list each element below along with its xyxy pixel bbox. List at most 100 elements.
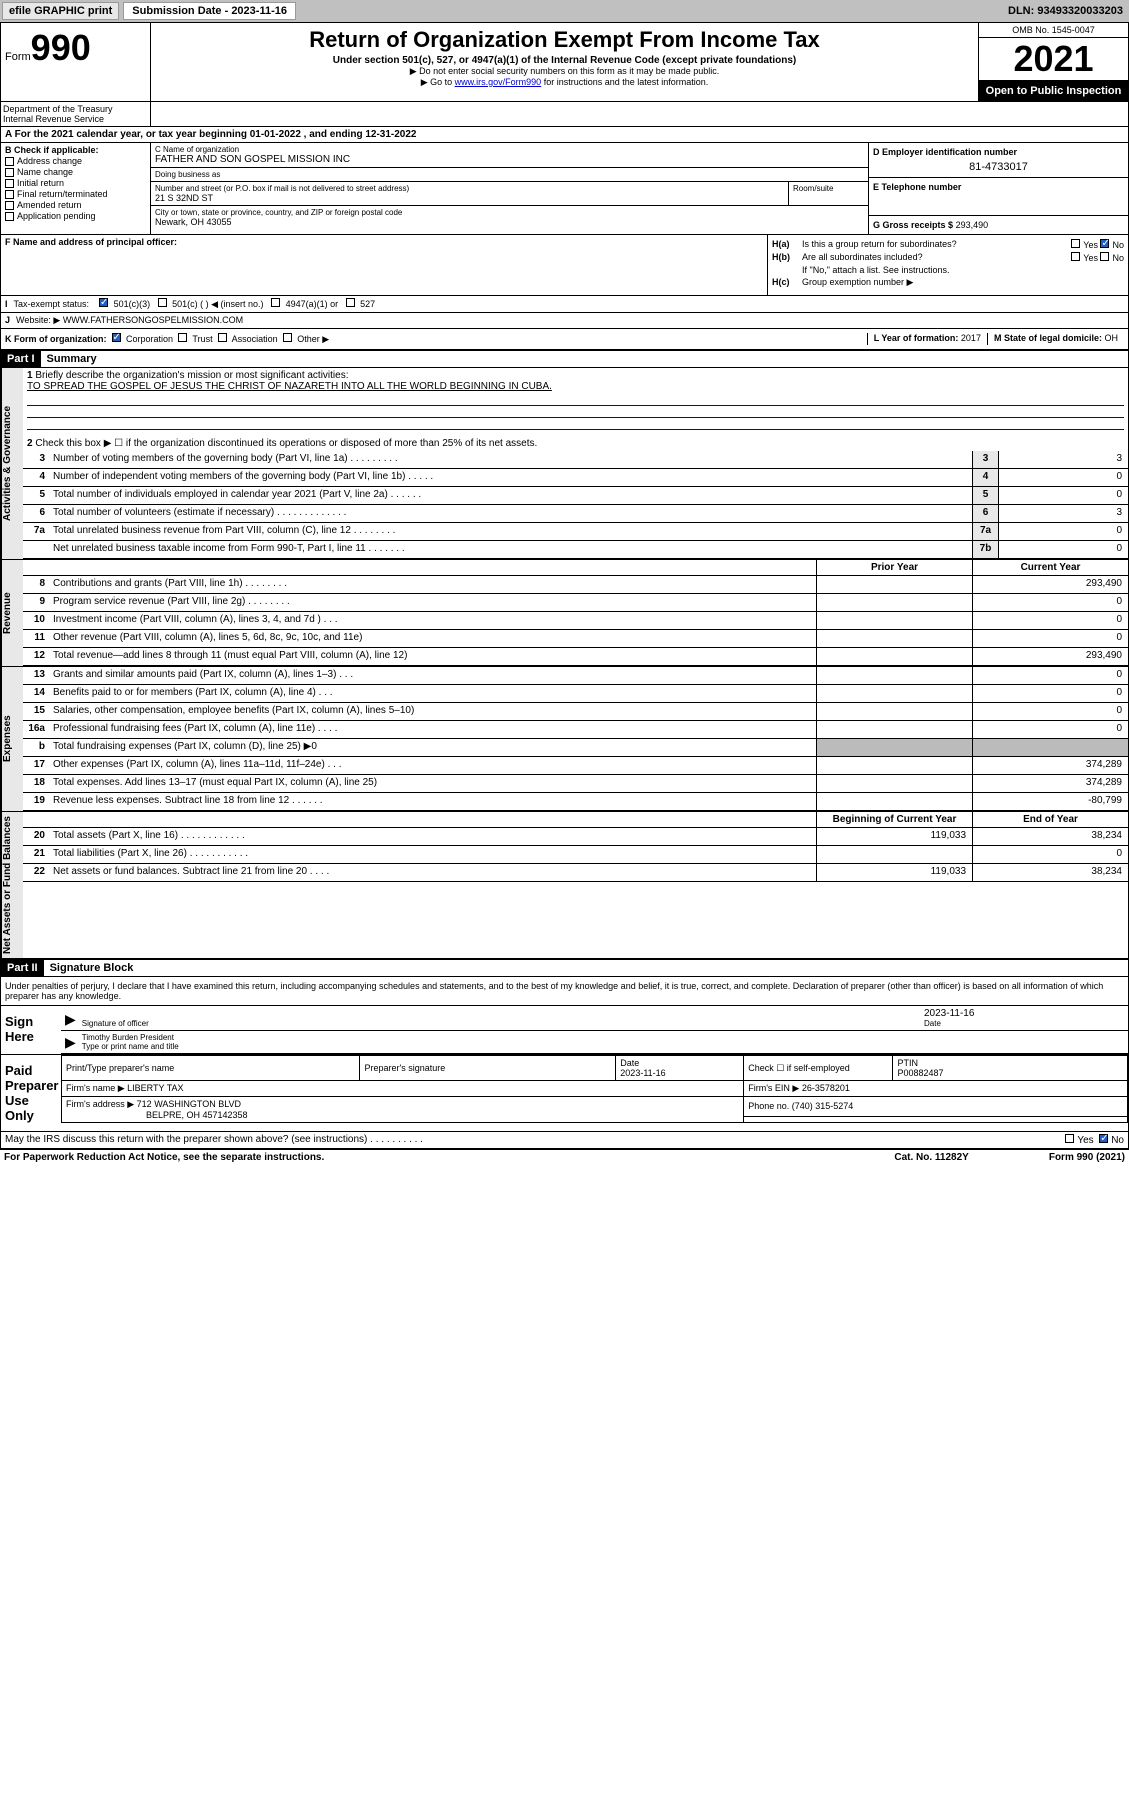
efile-button[interactable]: efile GRAPHIC print [2, 2, 119, 20]
discuss-yes-checkbox[interactable] [1065, 1134, 1074, 1143]
self-employed-check[interactable]: Check ☐ if self-employed [744, 1056, 893, 1081]
tax-year: 2021 [979, 38, 1128, 81]
hb-label: H(b) [772, 252, 802, 263]
ha-no-checkbox[interactable] [1100, 239, 1109, 248]
line-row: Net unrelated business taxable income fr… [23, 541, 1128, 559]
begin-year-header: Beginning of Current Year [816, 812, 972, 827]
revenue-section: Revenue Prior Year Current Year 8Contrib… [1, 559, 1128, 666]
form-subtitle: Under section 501(c), 527, or 4947(a)(1)… [159, 55, 970, 66]
sign-here: Sign Here ▶ Signature of officer 2023-11… [1, 1005, 1128, 1054]
rev-sidelabel: Revenue [1, 560, 23, 666]
omb-number: OMB No. 1545-0047 [979, 23, 1128, 38]
street-address: 21 S 32ND ST [155, 193, 784, 203]
corp-checkbox[interactable] [112, 333, 121, 342]
applicable-checkbox[interactable] [5, 212, 14, 221]
end-year-header: End of Year [972, 812, 1128, 827]
irs-link[interactable]: www.irs.gov/Form990 [455, 77, 542, 87]
sig-officer-label: Signature of officer [82, 1019, 924, 1028]
discuss-no-checkbox[interactable] [1099, 1134, 1108, 1143]
link-note: ▶ Go to www.irs.gov/Form990 for instruct… [159, 77, 970, 88]
inspection-badge: Open to Public Inspection [979, 81, 1128, 101]
line-row: bTotal fundraising expenses (Part IX, co… [23, 739, 1128, 757]
line-row: 17Other expenses (Part IX, column (A), l… [23, 757, 1128, 775]
section-k: K Form of organization: Corporation Trus… [1, 329, 1128, 351]
cat-no: Cat. No. 11282Y [894, 1152, 968, 1163]
line-row: 20Total assets (Part X, line 16) . . . .… [23, 828, 1128, 846]
addr-label: Number and street (or P.O. box if mail i… [155, 184, 784, 193]
section-fgh: F Name and address of principal officer:… [1, 235, 1128, 296]
receipts-value: 293,490 [956, 220, 989, 230]
527-checkbox[interactable] [346, 298, 355, 307]
form-990: Form 990 Return of Organization Exempt F… [0, 22, 1129, 1149]
arrow-icon: ▶ [65, 1011, 76, 1028]
dba-label: Doing business as [155, 170, 864, 179]
line-row: 15Salaries, other compensation, employee… [23, 703, 1128, 721]
checkbox-label: Final return/terminated [17, 189, 108, 199]
officer-label: F Name and address of principal officer: [5, 237, 763, 247]
applicable-checkbox[interactable] [5, 190, 14, 199]
line-row: 12Total revenue—add lines 8 through 11 (… [23, 648, 1128, 666]
ha-text: Is this a group return for subordinates? [802, 239, 1071, 250]
applicable-checkbox[interactable] [5, 201, 14, 210]
prior-year-header: Prior Year [816, 560, 972, 575]
hc-text: Group exemption number ▶ [802, 277, 1124, 288]
form-header: Form 990 Return of Organization Exempt F… [1, 23, 1128, 102]
section-i: I Tax-exempt status: 501(c)(3) 501(c) ( … [1, 296, 1128, 313]
hb-yes-checkbox[interactable] [1071, 252, 1080, 261]
checkbox-label: Address change [17, 156, 82, 166]
city-label: City or town, state or province, country… [155, 208, 864, 217]
activities-governance: Activities & Governance 1 Briefly descri… [1, 368, 1128, 559]
line-row: 19Revenue less expenses. Subtract line 1… [23, 793, 1128, 811]
ein-value: 81-4733017 [873, 161, 1124, 173]
other-checkbox[interactable] [283, 333, 292, 342]
website-label: Website: ▶ [16, 315, 60, 326]
discuss-row: May the IRS discuss this return with the… [1, 1131, 1128, 1148]
ha-yes-checkbox[interactable] [1071, 239, 1080, 248]
section-b-header: B Check if applicable: [5, 145, 146, 155]
line-row: 5Total number of individuals employed in… [23, 487, 1128, 505]
501c-checkbox[interactable] [158, 298, 167, 307]
line1-text: Briefly describe the organization's miss… [35, 370, 348, 381]
trust-checkbox[interactable] [178, 333, 187, 342]
hb-text: Are all subordinates included? [802, 252, 1071, 263]
form-title: Return of Organization Exempt From Incom… [159, 27, 970, 53]
form-ref: Form 990 (2021) [1049, 1152, 1125, 1163]
4947-checkbox[interactable] [271, 298, 280, 307]
line-row: 7aTotal unrelated business revenue from … [23, 523, 1128, 541]
line-row: 11Other revenue (Part VIII, column (A), … [23, 630, 1128, 648]
line-row: 16aProfessional fundraising fees (Part I… [23, 721, 1128, 739]
firm-city: BELPRE, OH 457142358 [66, 1110, 248, 1120]
501c3-checkbox[interactable] [99, 298, 108, 307]
line-row: 22Net assets or fund balances. Subtract … [23, 864, 1128, 882]
submission-date: Submission Date - 2023-11-16 [123, 2, 296, 20]
mission-statement: TO SPREAD THE GOSPEL OF JESUS THE CHRIST… [27, 381, 552, 392]
applicable-checkbox[interactable] [5, 179, 14, 188]
receipts-label: G Gross receipts $ [873, 220, 953, 230]
applicable-checkbox[interactable] [5, 157, 14, 166]
firm-address: 712 WASHINGTON BLVD [137, 1099, 241, 1109]
dln: DLN: 93493320033203 [1004, 3, 1127, 19]
net-sidelabel: Net Assets or Fund Balances [1, 812, 23, 958]
line-row: 6Total number of volunteers (estimate if… [23, 505, 1128, 523]
firm-ein: 26-3578201 [802, 1083, 850, 1093]
checkbox-label: Initial return [17, 178, 64, 188]
applicable-checkbox[interactable] [5, 168, 14, 177]
assoc-checkbox[interactable] [218, 333, 227, 342]
org-name-label: C Name of organization [155, 145, 864, 154]
hb-no-checkbox[interactable] [1100, 252, 1109, 261]
ein-label: D Employer identification number [873, 147, 1124, 157]
entity-info: B Check if applicable: Address changeNam… [1, 143, 1128, 235]
ssn-note: ▶ Do not enter social security numbers o… [159, 66, 970, 77]
room-suite-label: Room/suite [788, 182, 868, 205]
line-row: 8Contributions and grants (Part VIII, li… [23, 576, 1128, 594]
exp-sidelabel: Expenses [1, 667, 23, 811]
firm-phone: (740) 315-5274 [792, 1101, 854, 1111]
part2-header: Part II Signature Block [1, 960, 1128, 977]
line-row: 3Number of voting members of the governi… [23, 451, 1128, 469]
hb-note: If "No," attach a list. See instructions… [772, 265, 1124, 275]
ptin-value: P00882487 [897, 1068, 943, 1078]
ha-label: H(a) [772, 239, 802, 250]
expenses-section: Expenses 13Grants and similar amounts pa… [1, 666, 1128, 811]
line2-text: Check this box ▶ ☐ if the organization d… [35, 438, 537, 449]
preparer-table: Print/Type preparer's name Preparer's si… [61, 1055, 1128, 1123]
